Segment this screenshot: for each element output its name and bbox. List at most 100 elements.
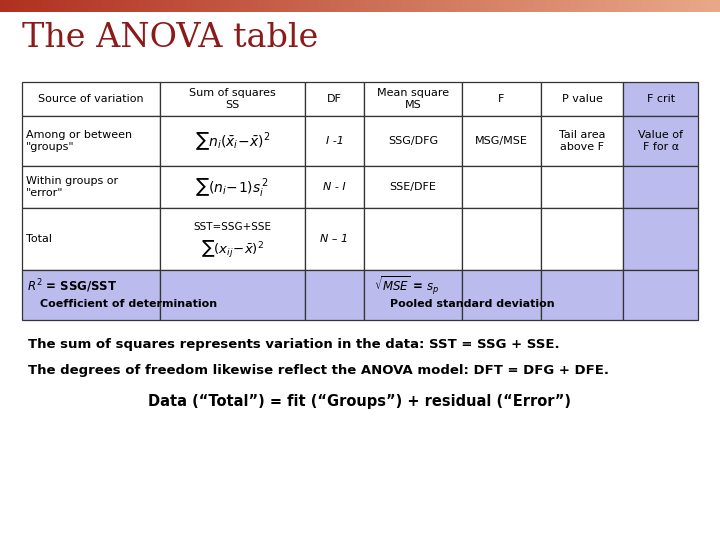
Text: Coefficient of determination: Coefficient of determination [40,299,217,309]
Bar [90,0,96,12]
Bar [120,0,127,12]
Bar [144,0,150,12]
Bar [528,0,534,12]
Bar [396,0,402,12]
Bar [348,0,354,12]
Bar [168,0,174,12]
Text: Data (“Total”) = fit (“Groups”) + residual (“Error”): Data (“Total”) = fit (“Groups”) + residu… [148,394,572,409]
Bar [252,0,258,12]
Bar [444,0,451,12]
Text: N - I: N - I [323,182,346,192]
Bar [438,0,444,12]
Bar [582,0,588,12]
Bar [306,0,312,12]
Bar [114,0,120,12]
Bar [264,0,271,12]
Bar [432,0,438,12]
Bar [390,0,397,12]
Bar [480,0,487,12]
Bar [696,0,703,12]
Bar [270,0,276,12]
Bar [138,0,145,12]
Bar [78,0,84,12]
Bar [342,0,348,12]
Bar [660,0,667,12]
Bar [541,82,624,116]
Bar [6,0,12,12]
Text: $\sum n_i(\bar{x}_i\!-\!\bar{x})^2$: $\sum n_i(\bar{x}_i\!-\!\bar{x})^2$ [194,130,270,152]
Text: Mean square
MS: Mean square MS [377,88,449,110]
Bar [624,0,631,12]
Bar [54,0,60,12]
Bar [30,0,37,12]
Bar [22,166,160,208]
Bar [612,0,618,12]
Bar [160,270,305,320]
Text: Tail area
above F: Tail area above F [559,130,606,152]
Bar [228,0,235,12]
Bar [708,0,714,12]
Bar [364,82,462,116]
Bar [72,0,78,12]
Bar [462,166,541,208]
Bar [330,0,336,12]
Bar [294,0,300,12]
Text: Value of
F for α: Value of F for α [638,130,683,152]
Text: The degrees of freedom likewise reflect the ANOVA model: DFT = DFG + DFE.: The degrees of freedom likewise reflect … [28,364,609,377]
Bar [666,0,672,12]
Text: I -1: I -1 [325,136,343,146]
Bar [22,82,160,116]
Bar [324,0,330,12]
Text: N – 1: N – 1 [320,234,348,244]
Bar [276,0,282,12]
Bar [12,0,19,12]
Bar [318,0,325,12]
Text: $\sum(x_{ij}\!-\!\bar{x})^2$: $\sum(x_{ij}\!-\!\bar{x})^2$ [201,239,264,260]
Bar [600,0,606,12]
Bar [474,0,480,12]
Bar [305,116,364,166]
Text: MSG/MSE: MSG/MSE [475,136,528,146]
Bar [210,0,217,12]
Bar [160,208,305,270]
Text: Pooled standard deviation: Pooled standard deviation [390,299,554,309]
Bar [402,0,408,12]
Bar [546,0,552,12]
Bar [18,0,24,12]
Bar [160,166,305,208]
Text: $R^2$ = SSG/SST: $R^2$ = SSG/SST [27,277,117,295]
Bar [624,166,698,208]
Bar [378,0,384,12]
Bar [414,0,420,12]
Bar [364,270,462,320]
Text: Among or between
"groups": Among or between "groups" [26,130,132,152]
Text: $\sum(n_i\!-\!1)s_i^{\,2}$: $\sum(n_i\!-\!1)s_i^{\,2}$ [195,176,269,198]
Bar [126,0,132,12]
Bar [624,208,698,270]
Bar [192,0,199,12]
Bar [364,166,462,208]
Bar [678,0,685,12]
Bar [516,0,523,12]
Bar [564,0,570,12]
Bar [354,0,361,12]
Bar [22,208,160,270]
Bar [594,0,600,12]
Bar [384,0,390,12]
Bar [222,0,228,12]
Bar [300,0,307,12]
Bar [462,270,541,320]
Text: Sum of squares
SS: Sum of squares SS [189,88,276,110]
Bar [576,0,582,12]
Bar [642,0,649,12]
Bar [541,270,624,320]
Bar [522,0,528,12]
Bar [22,270,160,320]
Bar [606,0,613,12]
Bar [174,0,181,12]
Text: Within groups or
"error": Within groups or "error" [26,176,118,198]
Bar [288,0,294,12]
Bar [372,0,379,12]
Bar [305,166,364,208]
Bar [504,0,510,12]
